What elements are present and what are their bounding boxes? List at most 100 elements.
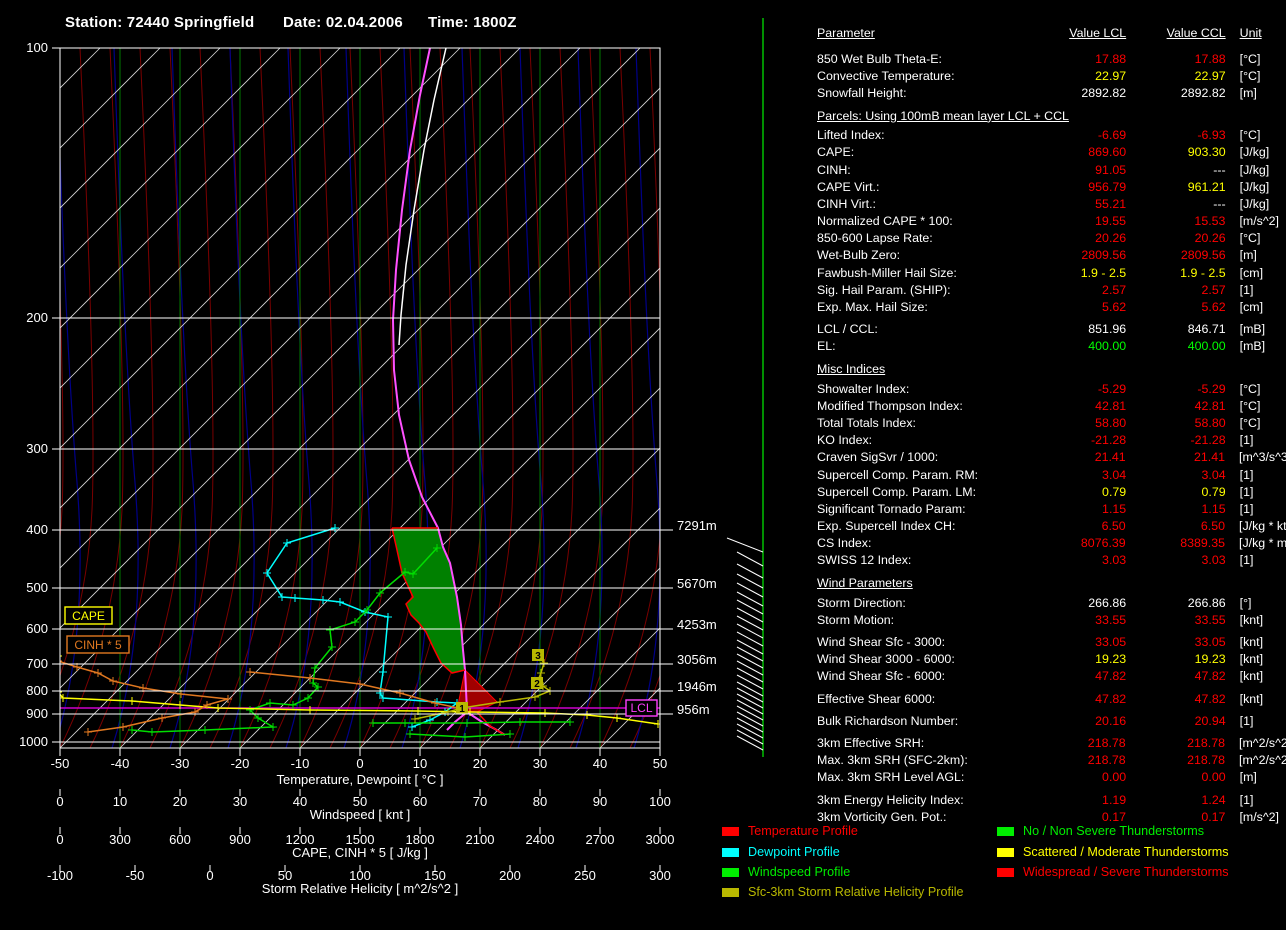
wind-barb <box>736 573 764 589</box>
table-body: 850 Wet Bulb Theta-E: 17.88 17.88 [°C] Conve… <box>817 50 1286 825</box>
srh-tick-label: 100 <box>349 868 371 883</box>
cape-tick-label: 900 <box>229 832 251 847</box>
value-lcl: -5.29 <box>1097 381 1127 396</box>
moist-adiabat-line <box>539 48 604 748</box>
isotherm-line <box>60 147 660 748</box>
wind-barb <box>736 723 764 739</box>
temperature-tick-label: 30 <box>533 756 547 771</box>
windspeed-tick-label: 40 <box>293 794 307 809</box>
isotherm-line <box>539 627 660 748</box>
table-section-title: Misc Indices <box>817 362 886 376</box>
cape-tick-label: 1800 <box>406 832 435 847</box>
unit-label: [mB] <box>1239 322 1266 337</box>
legend-label: Widespread / Severe Thunderstorms <box>1023 865 1229 879</box>
cape-tick-label: 2400 <box>526 832 555 847</box>
unit-label: [°C] <box>1239 415 1261 430</box>
temperature-tick-label: -30 <box>171 756 190 771</box>
legend-swatch <box>997 826 1014 836</box>
unit-label: [°C] <box>1239 398 1261 413</box>
wind-barb <box>736 660 764 676</box>
unit-label: [°C] <box>1239 128 1261 143</box>
height-label: 7291m <box>677 518 717 533</box>
param-label: Snowfall Height: <box>817 85 907 100</box>
legend-item: Scattered / Moderate Thunderstorms <box>997 845 1229 859</box>
table-row: 850-600 Lapse Rate: 20.26 20.26 [°C] <box>817 230 1279 247</box>
value-ccl: 3.03 <box>1201 553 1226 568</box>
value-ccl: 2892.82 <box>1180 85 1226 100</box>
parcel-branch-left <box>446 711 468 731</box>
param-label: Wind Shear Sfc - 6000: <box>817 669 946 684</box>
unit-label: [m^3/s^3] <box>1239 450 1286 465</box>
windspeed-tick-label: 80 <box>533 794 547 809</box>
unit-label: [m^2/s^2] <box>1239 753 1286 768</box>
unit-label: [m] <box>1239 248 1257 263</box>
value-ccl: 1.9 - 2.5 <box>1180 265 1226 280</box>
param-label: Normalized CAPE * 100: <box>817 214 953 229</box>
param-label: Max. 3km SRH (SFC-2km): <box>817 753 968 768</box>
table-row: EL: 400.00 400.00 [mB] <box>817 338 1279 355</box>
pressure-label: 500 <box>26 580 48 595</box>
windspeed-tick-label: 90 <box>593 794 607 809</box>
unit-label: [J/kg * kt] <box>1239 519 1286 534</box>
param-label: 3km Energy Helicity Index: <box>817 792 964 807</box>
temperature-profile <box>391 527 466 674</box>
value-lcl: 47.82 <box>1095 691 1127 706</box>
value-ccl: 846.71 <box>1187 322 1226 337</box>
wind-barb <box>736 582 764 598</box>
value-lcl: 19.55 <box>1095 214 1127 229</box>
windspeed-tick-label: 20 <box>173 794 187 809</box>
param-label: 850-600 Lapse Rate: <box>817 231 933 246</box>
moist-adiabat-line <box>0 48 3 748</box>
windspeed-tick-label: 100 <box>649 794 671 809</box>
moist-adiabat-line <box>209 48 274 748</box>
mixing-ratio-line <box>285 48 313 748</box>
param-label: Craven SigSvr / 1000: <box>817 450 939 465</box>
wind-barb <box>736 631 764 647</box>
value-lcl: -6.69 <box>1097 128 1127 143</box>
unit-label: [J/kg] <box>1239 145 1270 160</box>
moist-adiabat-line <box>60 278 64 543</box>
unit-label: [1] <box>1239 792 1254 807</box>
unit-label: [m/s^2] <box>1239 214 1279 229</box>
unit-label: [m] <box>1239 85 1257 100</box>
srh-tick-label: 250 <box>574 868 596 883</box>
legend-label: Scattered / Moderate Thunderstorms <box>1023 845 1229 859</box>
param-label: SWISS 12 Index: <box>817 553 912 568</box>
isotherm-line <box>299 387 660 748</box>
unit-label: [cm] <box>1239 300 1264 315</box>
value-lcl: 0.79 <box>1102 484 1127 499</box>
table-row: Total Totals Index: 58.80 58.80 [°C] <box>817 414 1279 431</box>
legend-item: Widespread / Severe Thunderstorms <box>997 865 1229 879</box>
table-row: Supercell Comp. Param. LM: 0.79 0.79 [1] <box>817 483 1279 500</box>
temperature-tick-label: 10 <box>413 756 427 771</box>
value-lcl: 0.00 <box>1102 770 1127 785</box>
value-lcl: 1.9 - 2.5 <box>1080 265 1127 280</box>
isotherm-line <box>479 567 660 748</box>
height-label: 956m <box>677 702 710 717</box>
wind-barb <box>736 646 764 662</box>
value-lcl: 400.00 <box>1088 339 1127 354</box>
windspeed-tick-label: 0 <box>56 794 63 809</box>
pressure-label: 400 <box>26 522 48 537</box>
table-row: 3km Vorticity Gen. Pot.: 0.17 0.17 [m/s^2] <box>817 808 1279 825</box>
mixing-ratio-line <box>227 48 255 748</box>
unit-label: [J/kg] <box>1239 162 1270 177</box>
unit-label: [m/s^2] <box>1239 809 1279 824</box>
srh-tick-label: 50 <box>278 868 292 883</box>
value-ccl: 400.00 <box>1187 339 1226 354</box>
cape-tick-label: 300 <box>109 832 131 847</box>
mixing-ratio-line <box>459 48 487 748</box>
value-ccl: 47.82 <box>1194 669 1226 684</box>
value-ccl: 22.97 <box>1194 68 1226 83</box>
moist-adiabat-line <box>239 48 304 748</box>
col-parameter: Parameter <box>817 26 875 40</box>
param-label: CINH Virt.: <box>817 196 876 211</box>
legend-item: No / Non Severe Thunderstorms <box>997 824 1204 838</box>
moist-adiabat-line <box>89 48 154 748</box>
pressure-label: 200 <box>26 310 48 325</box>
value-lcl: 8076.39 <box>1080 536 1126 551</box>
param-label: 3km Vorticity Gen. Pot.: <box>817 809 947 824</box>
value-ccl: 3.04 <box>1201 467 1226 482</box>
param-label: Exp. Max. Hail Size: <box>817 300 928 315</box>
lcl-label-box <box>625 699 658 717</box>
